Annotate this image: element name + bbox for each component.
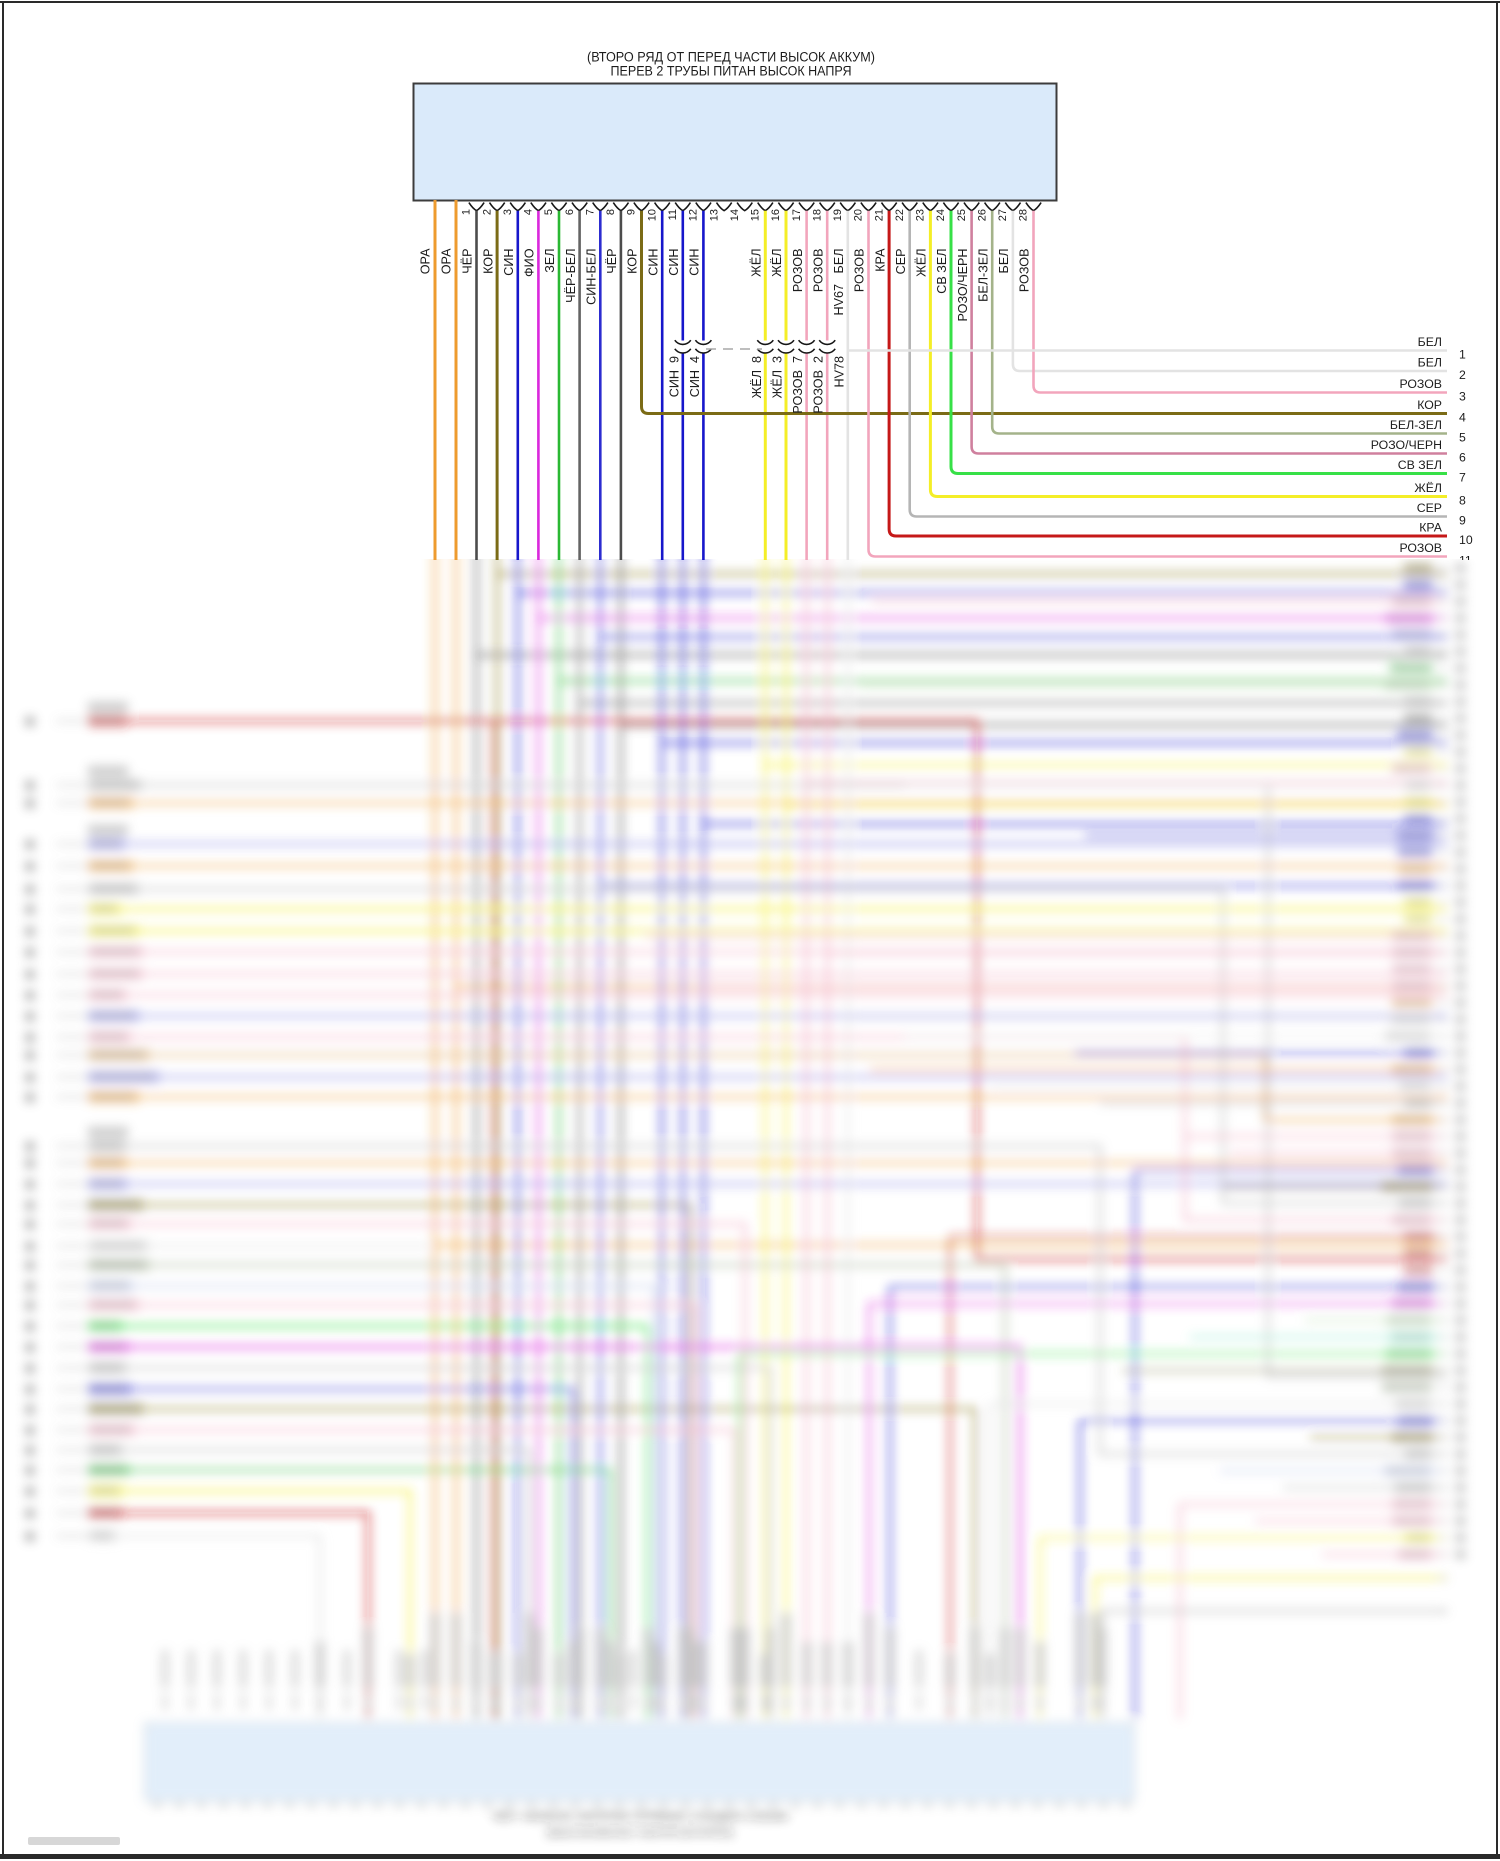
svg-text:СИН: СИН — [688, 249, 702, 276]
svg-text:5: 5 — [1459, 431, 1466, 445]
svg-text:БЕЛ-ЗЕЛ: БЕЛ-ЗЕЛ — [1390, 418, 1442, 432]
svg-text:СИН: СИН — [667, 249, 681, 276]
svg-text:23: 23 — [915, 209, 927, 221]
svg-text:БЕЛ: БЕЛ — [1418, 335, 1442, 349]
svg-text:2: 2 — [1459, 368, 1466, 382]
svg-text:ФИО: ФИО — [523, 248, 537, 277]
svg-text:ЖЁЛ 3: ЖЁЛ 3 — [770, 356, 784, 398]
svg-text:(ВЫСОКОВОЛЬТ АККУМ БАТАРЕЯ): (ВЫСОКОВОЛЬТ АККУМ БАТАРЕЯ) — [547, 1827, 734, 1839]
svg-text:КРА: КРА — [873, 248, 887, 272]
svg-text:28: 28 — [1018, 209, 1030, 221]
svg-text:ЖЁЛ: ЖЁЛ — [770, 249, 784, 277]
svg-text:1: 1 — [1459, 348, 1466, 362]
svg-text:1: 1 — [461, 209, 473, 215]
svg-text:17: 17 — [791, 209, 803, 221]
svg-text:6: 6 — [564, 209, 576, 215]
svg-text:12: 12 — [688, 209, 700, 221]
svg-text:22: 22 — [894, 209, 906, 221]
svg-text:18: 18 — [811, 209, 823, 221]
svg-text:5: 5 — [543, 209, 555, 215]
svg-text:ПЕРЕВ 2 ТРУБЫ ПИТАН ВЫСОК НАПР: ПЕРЕВ 2 ТРУБЫ ПИТАН ВЫСОК НАПРЯ — [611, 64, 852, 79]
svg-text:3: 3 — [502, 209, 514, 215]
svg-text:РОЗО/ЧЕРН: РОЗО/ЧЕРН — [956, 249, 970, 322]
svg-text:СВ ЗЕЛ: СВ ЗЕЛ — [1398, 458, 1442, 472]
svg-text:РОЗОВ: РОЗОВ — [1399, 541, 1442, 555]
svg-text:РОЗО/ЧЕРН: РОЗО/ЧЕРН — [1371, 438, 1442, 452]
svg-text:6: 6 — [1459, 451, 1466, 465]
svg-text:КОР: КОР — [1417, 398, 1442, 412]
svg-text:ОРА: ОРА — [419, 248, 433, 274]
svg-text:КОР: КОР — [626, 249, 640, 274]
svg-text:13: 13 — [708, 209, 720, 221]
svg-text:21: 21 — [873, 209, 885, 221]
svg-text:ЖЁЛ: ЖЁЛ — [915, 249, 929, 277]
svg-text:РОЗОВ: РОЗОВ — [853, 249, 867, 293]
svg-text:СЕР: СЕР — [894, 249, 908, 275]
svg-text:СИН: СИН — [502, 249, 516, 276]
svg-text:8: 8 — [1459, 494, 1466, 508]
svg-text:БЕЛ: БЕЛ — [997, 249, 1011, 274]
svg-text:РОЗОВ: РОЗОВ — [811, 249, 825, 293]
svg-text:СИН 4: СИН 4 — [688, 356, 702, 397]
svg-text:9: 9 — [626, 209, 638, 215]
svg-text:КОР: КОР — [481, 249, 495, 274]
svg-text:7: 7 — [585, 209, 597, 215]
svg-text:ЗЕЛ: ЗЕЛ — [543, 249, 557, 273]
svg-text:ЧЁР-БЕЛ: ЧЁР-БЕЛ — [564, 249, 578, 303]
svg-text:24: 24 — [935, 209, 947, 221]
svg-text:HV78: HV78 — [832, 356, 846, 388]
svg-text:ЖЁЛ: ЖЁЛ — [750, 249, 764, 277]
svg-text:РОЗОВ 7: РОЗОВ 7 — [791, 356, 805, 414]
svg-text:HV67: HV67 — [832, 284, 846, 316]
svg-text:25: 25 — [956, 209, 968, 221]
svg-text:СВ ЗЕЛ: СВ ЗЕЛ — [935, 249, 949, 294]
svg-text:4: 4 — [1459, 411, 1466, 425]
svg-text:20: 20 — [853, 209, 865, 221]
svg-text:2: 2 — [481, 209, 493, 215]
svg-text:26: 26 — [977, 209, 989, 221]
svg-text:(ВТОРО РЯД ОТ ПЕРЕД ЧАСТИ ВЫСО: (ВТОРО РЯД ОТ ПЕРЕД ЧАСТИ ВЫСОК АККУМ) — [587, 50, 875, 65]
svg-text:10: 10 — [646, 209, 658, 221]
svg-text:БЕЛ: БЕЛ — [832, 249, 846, 274]
svg-text:27: 27 — [997, 209, 1009, 221]
svg-text:3: 3 — [1459, 390, 1466, 404]
svg-text:РОЗОВ 2: РОЗОВ 2 — [812, 356, 826, 414]
svg-text:ОРА: ОРА — [440, 248, 454, 274]
svg-text:СИН-БЕЛ: СИН-БЕЛ — [585, 249, 599, 305]
svg-text:КРА: КРА — [1419, 521, 1443, 535]
svg-text:ЖЁЛ 8: ЖЁЛ 8 — [750, 356, 764, 398]
svg-text:15: 15 — [750, 209, 762, 221]
svg-text:19: 19 — [832, 209, 844, 221]
svg-text:9: 9 — [1459, 514, 1466, 528]
svg-text:СИН 9: СИН 9 — [667, 356, 681, 397]
svg-text:11: 11 — [1459, 554, 1472, 561]
svg-text:10: 10 — [1459, 533, 1473, 547]
svg-text:ЖЁЛ: ЖЁЛ — [1414, 481, 1442, 495]
svg-text:БЕЛ-ЗЕЛ: БЕЛ-ЗЕЛ — [977, 249, 991, 302]
svg-text:ЧЁР: НИЗКОЕ НАПРЯЖ ПРЯМЫЕ СОЕД: ЧЁР: НИЗКОЕ НАПРЯЖ ПРЯМЫЕ СОЕДИН СХЕМА — [492, 1809, 789, 1823]
svg-text:14: 14 — [729, 209, 741, 221]
svg-text:РОЗОВ: РОЗОВ — [1399, 377, 1442, 391]
svg-text:СИН: СИН — [646, 249, 660, 276]
svg-text:7: 7 — [1459, 471, 1466, 485]
svg-text:СЕР: СЕР — [1417, 501, 1442, 515]
svg-text:11: 11 — [667, 209, 679, 220]
svg-text:16: 16 — [770, 209, 782, 221]
svg-text:8: 8 — [605, 209, 617, 215]
svg-text:РОЗОВ: РОЗОВ — [791, 249, 805, 293]
svg-text:ЧЁР: ЧЁР — [461, 249, 475, 274]
svg-text:РОЗОВ: РОЗОВ — [1018, 249, 1032, 293]
svg-text:4: 4 — [523, 209, 535, 215]
svg-text:БЕЛ: БЕЛ — [1418, 356, 1442, 370]
svg-text:ЧЁР: ЧЁР — [605, 249, 619, 274]
